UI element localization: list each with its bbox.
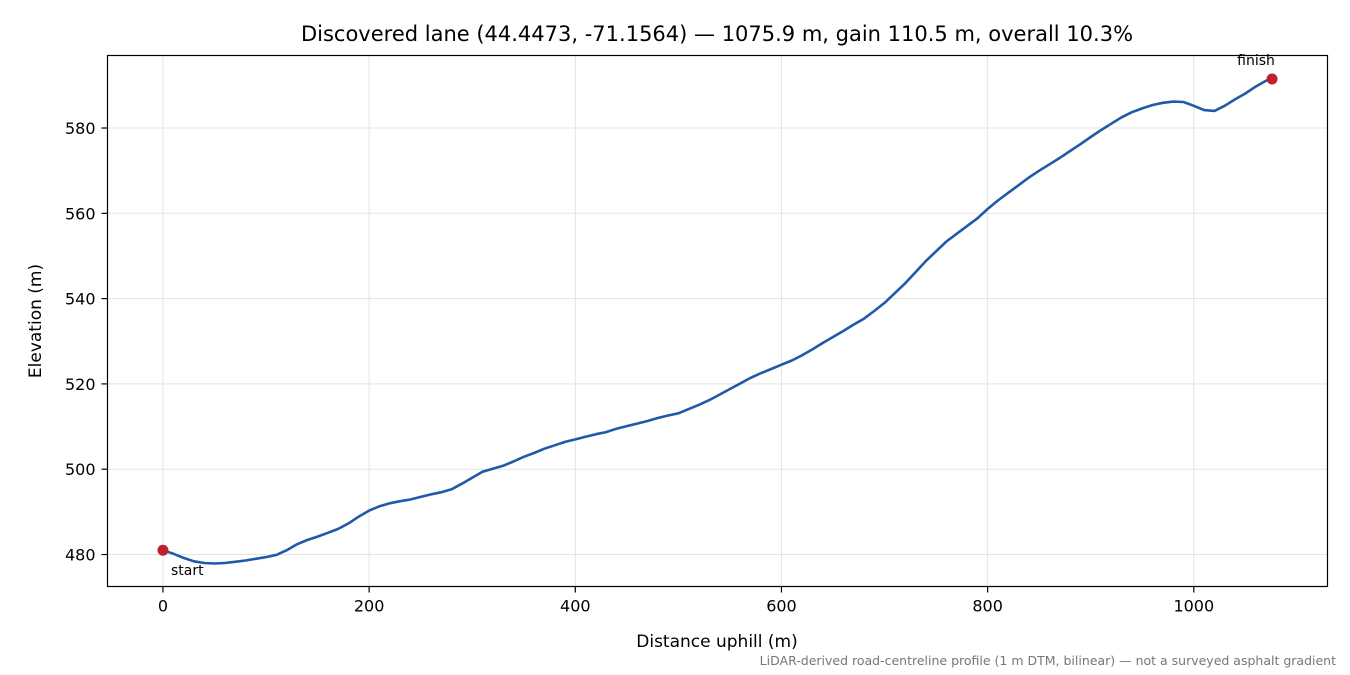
start-label: start: [171, 563, 204, 579]
finish-label: finish: [1237, 53, 1275, 69]
y-tick-label: 500: [65, 460, 96, 479]
x-axis-label: Distance uphill (m): [636, 632, 797, 652]
y-tick-label: 480: [65, 546, 96, 565]
x-tick-label: 600: [766, 597, 797, 616]
x-tick-label: 200: [354, 597, 385, 616]
x-tick-label: 400: [560, 597, 591, 616]
start-marker: [157, 544, 169, 556]
x-tick-label: 0: [158, 597, 168, 616]
y-tick-label: 540: [65, 290, 96, 309]
x-tick-label: 800: [972, 597, 1003, 616]
elevation-profile-line: [161, 77, 1274, 565]
footnote: LiDAR-derived road-centreline profile (1…: [760, 653, 1336, 668]
y-axis-label: Elevation (m): [26, 264, 46, 378]
y-tick-label: 580: [65, 119, 96, 138]
x-tick-label: 1000: [1173, 597, 1214, 616]
y-tick-label: 520: [65, 375, 96, 394]
axis-ticks: 0 200 400 600 800 1000 480 500 520 540 560 580: [65, 119, 1214, 615]
plot-frame: [106, 54, 1329, 588]
plot-area: start finish: [157, 53, 1278, 579]
y-tick-label: 560: [65, 204, 96, 223]
grid: [107, 55, 1328, 587]
finish-marker: [1266, 73, 1278, 85]
chart-title: Discovered lane (44.4473, -71.1564) — 10…: [301, 22, 1133, 46]
